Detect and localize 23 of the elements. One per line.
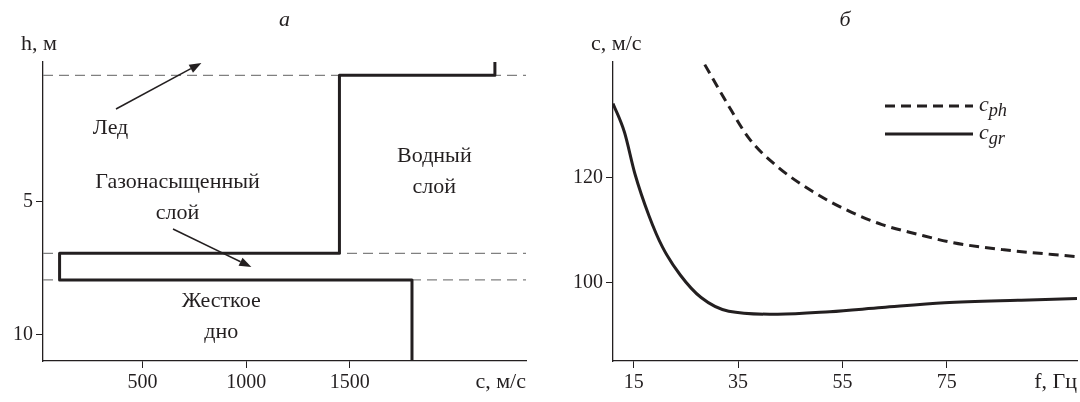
y-axis-title: c, м/с [591, 30, 642, 55]
annotation: Водный слой [397, 142, 472, 199]
y-tick-label: 120 [573, 164, 603, 187]
y-tick-label: 100 [573, 269, 603, 292]
annotation: Лед [92, 113, 129, 139]
annotation: Газонасыщенный слой [95, 167, 260, 224]
x-tick-label: 15 [623, 370, 644, 393]
x-tick-label: 75 [936, 370, 957, 393]
y-tick-label: 5 [23, 188, 33, 211]
x-tick-label: 55 [832, 370, 853, 393]
y-tick-label: 10 [13, 321, 33, 344]
chart-title: б [839, 6, 852, 31]
x-axis-title: c, м/с [475, 367, 527, 393]
line-series [703, 63, 1077, 259]
chart-title: а [279, 6, 290, 31]
legend-label: c$_{ph}$ [978, 90, 1007, 121]
annotation: Жесткое дно [181, 287, 261, 344]
x-tick-label: 35 [728, 370, 749, 393]
x-tick-label: 500 [127, 370, 158, 393]
x-tick-label: 1000 [226, 370, 267, 393]
y-axis-title: h, м [21, 30, 57, 55]
x-axis-title: f, Гц [1034, 367, 1078, 393]
x-tick-label: 1500 [329, 370, 370, 393]
